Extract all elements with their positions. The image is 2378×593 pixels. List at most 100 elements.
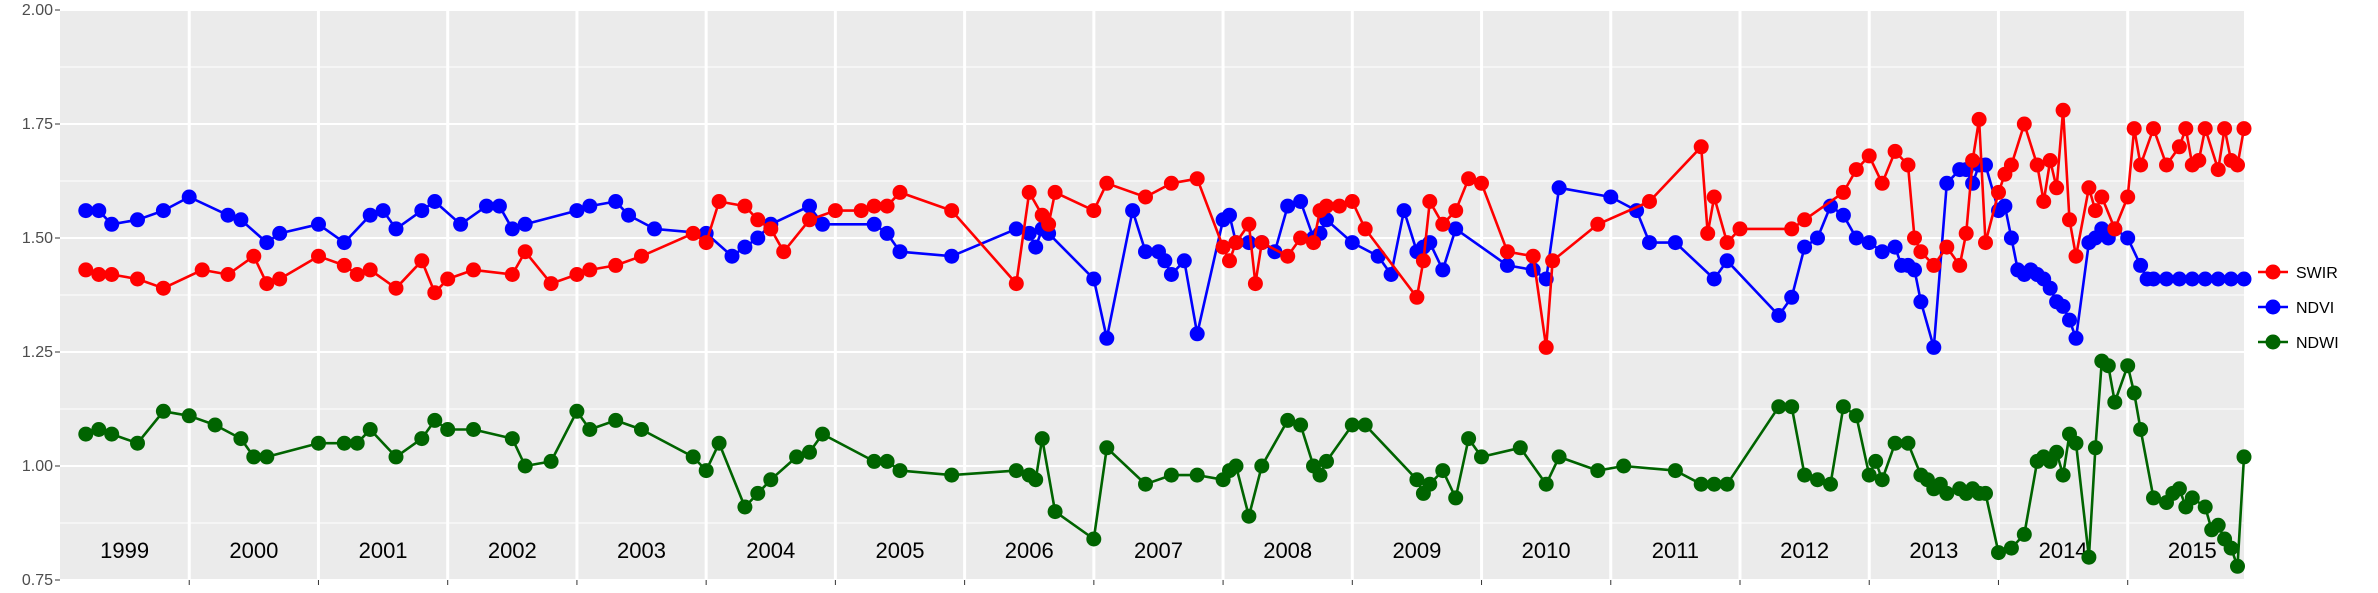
- data-point-ndvi: [427, 194, 443, 209]
- data-point-ndwi: [789, 449, 805, 465]
- year-label: 2006: [1005, 538, 1054, 563]
- data-point-swir: [685, 225, 701, 241]
- data-point-swir: [2217, 121, 2233, 137]
- data-point-swir: [1247, 276, 1263, 292]
- year-label: 2001: [359, 538, 408, 563]
- data-point-ndvi: [181, 189, 197, 205]
- data-point-swir: [944, 203, 960, 219]
- y-axis: 0.75 1.00 1.25 1.50 1.75 2.00: [22, 2, 60, 589]
- data-point-ndvi: [2236, 271, 2252, 287]
- legend-label: SWIR: [2296, 265, 2338, 282]
- data-point-ndwi: [1138, 476, 1153, 492]
- legend-key-point: [2265, 334, 2281, 350]
- data-point-swir: [1978, 235, 1993, 251]
- data-point-ndwi: [815, 426, 830, 442]
- data-point-swir: [1163, 175, 1179, 191]
- data-point-swir: [866, 198, 882, 214]
- data-point-ndwi: [1293, 417, 1309, 433]
- data-point-ndwi: [1693, 476, 1709, 492]
- data-point-swir: [2159, 157, 2174, 173]
- data-point-swir: [1939, 239, 1955, 255]
- data-point-ndwi: [388, 449, 404, 465]
- legend-label: NDWI: [2296, 335, 2339, 352]
- data-point-swir: [1422, 194, 1438, 209]
- data-point-ndwi: [1409, 472, 1425, 488]
- data-point-swir: [2081, 180, 2097, 196]
- data-point-ndwi: [2107, 394, 2123, 410]
- y-tick-label: 0.75: [22, 572, 53, 589]
- data-point-ndvi: [1887, 239, 1903, 255]
- year-label: 2000: [229, 538, 278, 563]
- data-point-ndvi: [78, 203, 94, 219]
- data-point-swir: [1306, 235, 1321, 251]
- year-label: 2011: [1652, 538, 1699, 563]
- data-point-ndwi: [2087, 440, 2103, 456]
- year-label: 2015: [2168, 538, 2217, 563]
- data-point-swir: [1926, 257, 1942, 273]
- data-point-swir: [737, 198, 753, 214]
- data-point-ndvi: [1293, 194, 1309, 209]
- data-point-ndwi: [2210, 517, 2226, 533]
- data-point-ndwi: [634, 422, 649, 437]
- data-point-swir: [1280, 248, 1296, 264]
- data-point-swir: [1331, 198, 1347, 214]
- data-point-ndvi: [621, 207, 637, 223]
- data-point-swir: [1435, 216, 1451, 232]
- data-point-ndvi: [1435, 262, 1451, 278]
- data-point-ndwi: [259, 449, 275, 465]
- data-point-ndvi: [388, 221, 404, 237]
- data-point-swir: [2068, 248, 2084, 264]
- data-point-ndvi: [1771, 308, 1787, 323]
- data-point-swir: [2210, 162, 2226, 178]
- data-point-swir: [1415, 253, 1431, 269]
- data-point-ndvi: [1997, 198, 2013, 214]
- data-point-ndwi: [2230, 558, 2245, 574]
- data-point-ndwi: [1939, 485, 1955, 501]
- data-point-swir: [2055, 102, 2071, 118]
- data-point-swir: [2120, 189, 2136, 205]
- data-point-swir: [1319, 198, 1334, 214]
- data-point-ndvi: [1163, 267, 1179, 282]
- data-point-ndwi: [879, 453, 895, 469]
- data-point-ndwi: [2003, 540, 2019, 556]
- data-point-swir: [1719, 235, 1735, 251]
- data-point-ndwi: [517, 458, 533, 474]
- data-point-ndvi: [453, 216, 469, 232]
- data-point-ndwi: [336, 435, 352, 451]
- data-point-ndwi: [2016, 526, 2032, 542]
- data-point-ndwi: [1706, 476, 1722, 492]
- data-point-ndvi: [414, 203, 430, 219]
- data-point-ndwi: [427, 412, 443, 428]
- data-point-swir: [1041, 216, 1057, 232]
- data-point-swir: [388, 280, 404, 296]
- data-point-ndwi: [1861, 467, 1877, 483]
- data-point-swir: [634, 248, 649, 264]
- data-point-ndwi: [2197, 499, 2213, 515]
- data-point-ndwi: [1312, 467, 1328, 483]
- year-label: 2013: [1909, 538, 1958, 563]
- data-point-ndwi: [1461, 431, 1477, 447]
- data-point-swir: [2036, 194, 2052, 209]
- data-point-swir: [1835, 184, 1851, 200]
- data-point-swir: [2191, 153, 2207, 168]
- data-point-swir: [2042, 153, 2058, 168]
- data-point-swir: [1952, 257, 1968, 273]
- data-point-ndvi: [892, 244, 908, 260]
- data-point-ndwi: [1991, 545, 2006, 561]
- data-point-ndwi: [2068, 435, 2084, 451]
- data-point-ndvi: [1099, 330, 1115, 346]
- data-point-ndvi: [2062, 312, 2077, 328]
- data-point-swir: [1700, 225, 1716, 241]
- data-point-swir: [1590, 216, 1606, 232]
- data-point-swir: [569, 267, 585, 282]
- year-label: 2007: [1134, 538, 1183, 563]
- data-point-ndwi: [2126, 385, 2142, 401]
- data-point-ndvi: [1280, 198, 1296, 214]
- data-point-ndwi: [698, 463, 714, 479]
- data-point-ndwi: [233, 431, 249, 447]
- data-point-swir: [1874, 175, 1890, 191]
- data-point-swir: [608, 257, 624, 273]
- data-point-swir: [1461, 171, 1477, 187]
- data-point-ndwi: [2236, 449, 2252, 465]
- data-point-swir: [1848, 162, 1864, 178]
